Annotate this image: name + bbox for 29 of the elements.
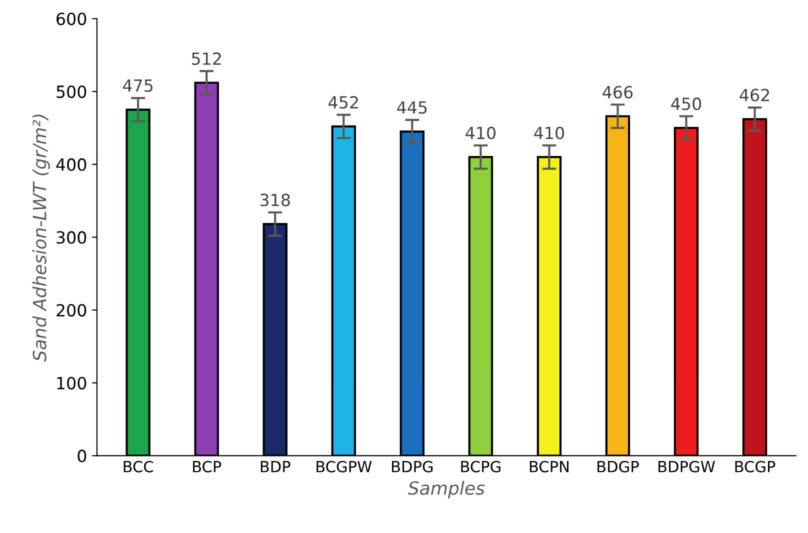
y-tick-label: 300: [56, 231, 86, 244]
x-tick-label: BDP: [260, 461, 290, 472]
x-tick-label: BDGP: [598, 460, 639, 472]
data-label: 512: [192, 52, 221, 65]
x-tick-label: BCGP: [735, 460, 776, 472]
data-label: 410: [466, 126, 496, 140]
data-label: 318: [260, 194, 290, 206]
x-tick-label: BCGPW: [316, 460, 372, 472]
x-axis-title: Samples: [408, 480, 485, 498]
x-tick-label: BCP: [193, 460, 222, 472]
data-label: 475: [122, 80, 153, 92]
x-tick-label: BDPGW: [658, 460, 715, 472]
data-label: 466: [602, 86, 633, 98]
y-tick-label: 100: [57, 376, 86, 390]
y-tick-label: 400: [56, 158, 86, 171]
x-tick-label: BCPN: [530, 460, 568, 472]
y-tick-label: 500: [56, 85, 86, 98]
x-tick-label: BCC: [124, 460, 154, 472]
data-label: 462: [740, 88, 770, 102]
data-label: 452: [328, 96, 358, 109]
x-tick-label: BDPG: [392, 460, 433, 472]
y-tick-label: 200: [56, 304, 86, 317]
y-tick-label: 0: [78, 450, 86, 462]
data-label: 410: [534, 126, 564, 140]
y-tick-label: 600: [56, 12, 86, 26]
data-label: 450: [671, 98, 702, 110]
x-tick-label: BCPG: [461, 460, 500, 472]
data-label: 445: [397, 101, 427, 114]
y-axis-title: Sand Adhesion-LWT (gr/m²): [32, 114, 50, 362]
